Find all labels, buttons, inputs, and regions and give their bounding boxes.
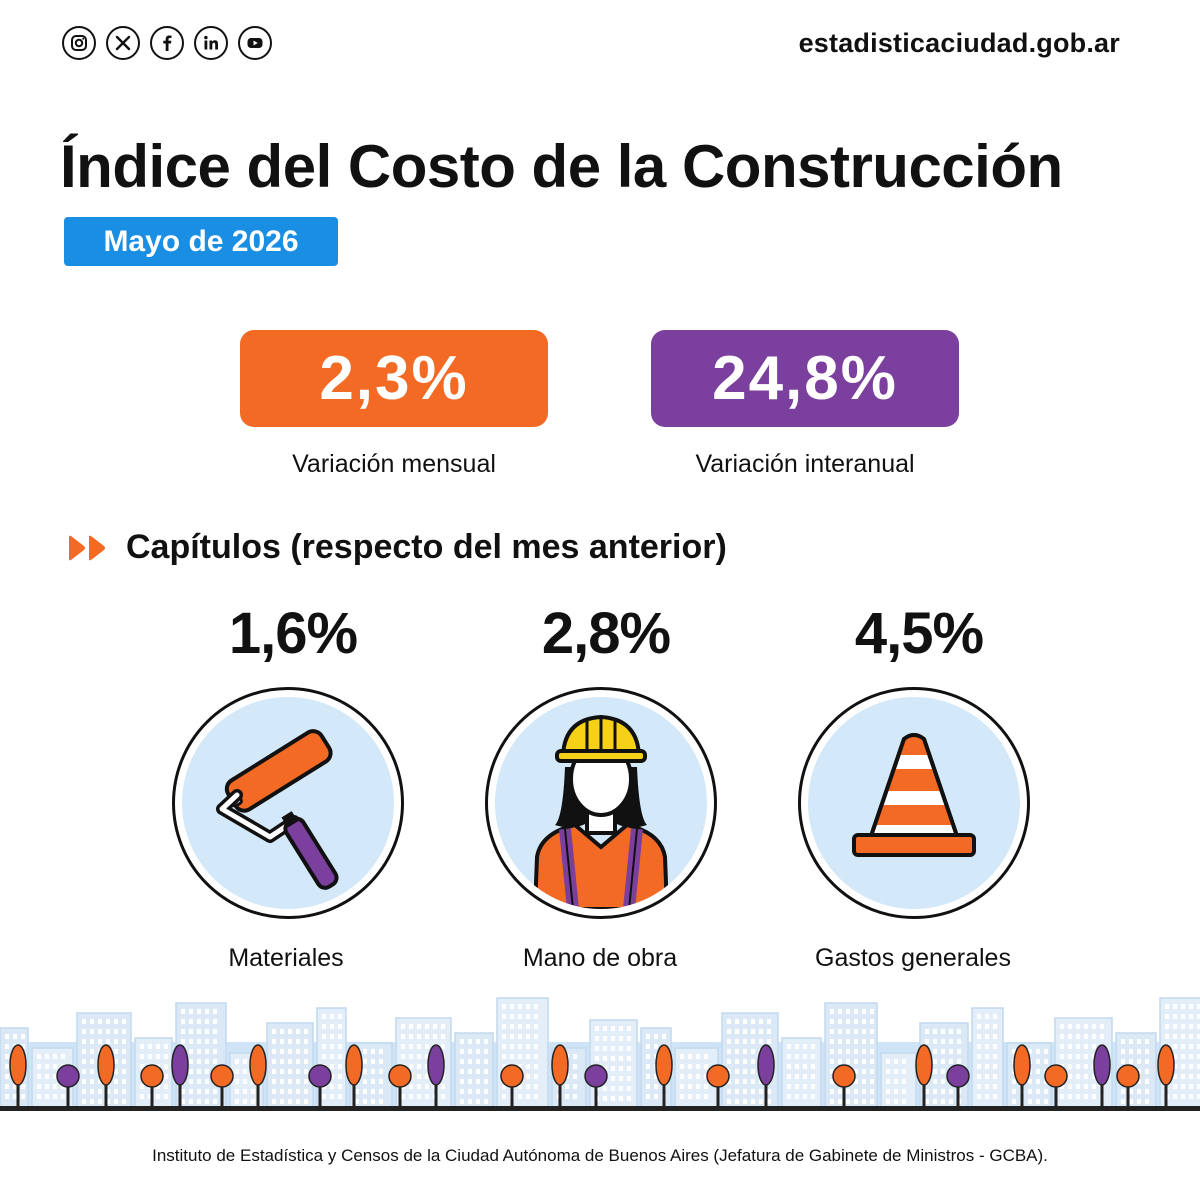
tree [345,1044,363,1086]
section-title: Capítulos (respecto del mes anterior) [126,528,727,566]
kpi-monthly-label: Variación mensual [292,450,496,478]
youtube-icon[interactable] [238,26,272,60]
tree [171,1044,189,1086]
tree [1093,1044,1111,1086]
tree [915,1044,933,1086]
kpi-annual-value: 24,8% [651,330,959,427]
tree [1013,1044,1031,1086]
tree [500,1064,524,1088]
skyline-trees [9,1044,1175,1108]
tree [308,1064,332,1088]
tree [1157,1044,1175,1086]
tree [56,1064,80,1088]
chapter-materiales-label: Materiales [228,944,344,972]
tree [832,1064,856,1088]
linkedin-icon[interactable] [194,26,228,60]
chapter-materiales-value: 1,6% [228,601,358,666]
date-badge: Mayo de 2026 [64,217,338,266]
tree [551,1044,569,1086]
chapter-mano-de-obra-circle [485,687,717,919]
facebook-icon[interactable] [150,26,184,60]
footer-credit: Instituto de Estadística y Censos de la … [152,1146,1048,1165]
paint-roller-icon [216,729,339,890]
tree [210,1064,234,1088]
chapter-gastos-generales-circle [798,687,1030,919]
chapter-gastos-generales-label: Gastos generales [815,944,1011,972]
site-url-link[interactable]: estadisticaciudad.gob.ar [798,28,1120,58]
tree [1116,1064,1140,1088]
chapter-materiales-circle [172,687,404,919]
tree [1044,1064,1068,1088]
x-icon[interactable] [106,26,140,60]
tree [9,1044,27,1086]
building [589,1019,638,1109]
kpi-annual-label: Variación interanual [695,450,915,478]
tree [655,1044,673,1086]
page-title: Índice del Costo de la Construcción [60,133,1063,200]
tree [757,1044,775,1086]
chapter-mano-de-obra-label: Mano de obra [522,944,678,972]
tree [388,1064,412,1088]
city-skyline-illustration [0,997,1200,1111]
instagram-icon[interactable] [62,26,96,60]
tree [584,1064,608,1088]
tree [946,1064,970,1088]
traffic-cone-icon [852,733,976,857]
tree [97,1044,115,1086]
chapter-gastos-generales-value: 4,5% [854,601,984,666]
tree [427,1044,445,1086]
tree [140,1064,164,1088]
chapter-mano-de-obra-value: 2,8% [541,601,671,666]
construction-worker-icon [532,714,670,909]
building [266,1022,314,1109]
section-heading: Capítulos (respecto del mes anterior) [66,528,727,567]
tree [706,1064,730,1088]
tree [249,1044,267,1086]
ground-line [0,1106,1200,1111]
social-links [62,26,272,60]
double-chevron-right-icon [66,534,110,562]
kpi-monthly-value: 2,3% [240,330,548,427]
